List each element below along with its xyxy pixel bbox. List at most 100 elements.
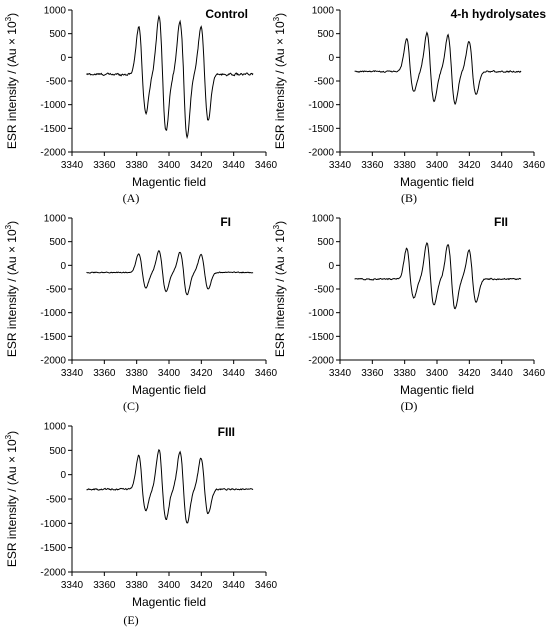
panel-title: FII bbox=[494, 215, 508, 229]
x-tick-label: 3420 bbox=[458, 368, 481, 379]
esr-spectrum-line bbox=[86, 448, 254, 524]
y-tick-label: 500 bbox=[49, 446, 66, 457]
y-tick-label: -2000 bbox=[40, 568, 66, 579]
y-tick-label: -500 bbox=[46, 77, 66, 88]
x-tick-label: 3360 bbox=[93, 160, 116, 171]
y-tick-label: -500 bbox=[314, 285, 334, 296]
y-tick-label: -2000 bbox=[308, 148, 334, 159]
y-tick-label: -1500 bbox=[40, 332, 66, 343]
y-tick-label: -1500 bbox=[308, 332, 334, 343]
x-tick-label: 3460 bbox=[523, 160, 546, 171]
y-axis-label-superscript: 3 bbox=[272, 224, 281, 229]
x-tick-label: 3380 bbox=[126, 580, 149, 591]
y-tick-label: -1500 bbox=[40, 543, 66, 554]
y-tick-label: -500 bbox=[46, 495, 66, 506]
y-axis-label-superscript: 3 bbox=[4, 16, 13, 21]
y-tick-label: -2000 bbox=[40, 356, 66, 367]
y-axis-label-main: ESR intensity / (Au × 10 bbox=[5, 229, 19, 357]
panel-caption: (E) bbox=[123, 613, 138, 627]
esr-spectrum-line bbox=[86, 249, 254, 296]
y-tick-label: -500 bbox=[314, 77, 334, 88]
panel-caption: (B) bbox=[401, 191, 417, 205]
x-tick-label: 3440 bbox=[223, 580, 246, 591]
y-tick-label: -1000 bbox=[40, 519, 66, 530]
x-axis-label: Magentic field bbox=[132, 175, 206, 189]
y-tick-label: -2000 bbox=[308, 356, 334, 367]
x-tick-label: 3440 bbox=[223, 368, 246, 379]
y-tick-label: 1000 bbox=[44, 6, 67, 17]
x-tick-label: 3400 bbox=[158, 580, 181, 591]
x-tick-label: 3360 bbox=[361, 368, 384, 379]
y-tick-label: -1000 bbox=[308, 308, 334, 319]
y-axis-label-close: ) bbox=[5, 431, 19, 435]
x-tick-label: 3440 bbox=[223, 160, 246, 171]
y-tick-label: 0 bbox=[328, 261, 334, 272]
panel-caption: (C) bbox=[123, 399, 139, 413]
x-tick-label: 3440 bbox=[491, 368, 514, 379]
y-tick-label: 0 bbox=[328, 53, 334, 64]
x-tick-label: 3420 bbox=[190, 368, 213, 379]
x-axis-label: Magentic field bbox=[400, 383, 474, 397]
x-tick-label: 3380 bbox=[394, 160, 417, 171]
y-axis-label-superscript: 3 bbox=[272, 16, 281, 21]
y-axis-label-main: ESR intensity / (Au × 10 bbox=[5, 21, 19, 149]
y-tick-label: 500 bbox=[317, 29, 334, 40]
y-axis-label-close: ) bbox=[5, 13, 19, 17]
y-tick-label: -1000 bbox=[40, 100, 66, 111]
y-axis-label-close: ) bbox=[5, 221, 19, 225]
x-tick-label: 3340 bbox=[61, 580, 84, 591]
y-tick-label: -2000 bbox=[40, 148, 66, 159]
x-tick-label: 3460 bbox=[255, 368, 278, 379]
x-tick-label: 3460 bbox=[255, 160, 278, 171]
x-tick-label: 3380 bbox=[126, 160, 149, 171]
y-tick-label: 500 bbox=[317, 237, 334, 248]
y-axis-label-superscript: 3 bbox=[4, 434, 13, 439]
y-tick-label: -1500 bbox=[40, 124, 66, 135]
x-tick-label: 3360 bbox=[361, 160, 384, 171]
panel-caption: (D) bbox=[401, 399, 418, 413]
y-axis-label-superscript: 3 bbox=[4, 224, 13, 229]
x-tick-label: 3460 bbox=[523, 368, 546, 379]
x-tick-label: 3360 bbox=[93, 368, 116, 379]
y-tick-label: -500 bbox=[46, 285, 66, 296]
x-tick-label: 3400 bbox=[426, 160, 449, 171]
x-axis-label: Magentic field bbox=[132, 383, 206, 397]
esr-spectrum-line bbox=[354, 242, 522, 310]
x-tick-label: 3400 bbox=[158, 368, 181, 379]
x-axis-label: Magentic field bbox=[400, 175, 474, 189]
y-tick-label: -1000 bbox=[40, 308, 66, 319]
esr-spectrum-line bbox=[86, 14, 254, 140]
x-tick-label: 3420 bbox=[190, 160, 213, 171]
x-tick-label: 3420 bbox=[190, 580, 213, 591]
panel-title: 4-h hydrolysates bbox=[451, 7, 547, 21]
y-axis-label: ESR intensity / (Au × 103) bbox=[4, 431, 19, 567]
panel-caption: (A) bbox=[123, 191, 140, 205]
panel-title: FIII bbox=[218, 425, 235, 439]
y-axis-label-close: ) bbox=[273, 221, 287, 225]
y-tick-label: -1000 bbox=[308, 100, 334, 111]
x-tick-label: 3400 bbox=[158, 160, 181, 171]
y-tick-label: 0 bbox=[60, 53, 66, 64]
esr-spectrum-line bbox=[354, 31, 522, 106]
panel-title: FI bbox=[220, 215, 231, 229]
x-tick-label: 3420 bbox=[458, 160, 481, 171]
y-axis-label-main: ESR intensity / (Au × 10 bbox=[5, 439, 19, 567]
x-tick-label: 3340 bbox=[329, 160, 352, 171]
x-axis-label: Magentic field bbox=[132, 595, 206, 609]
x-tick-label: 3380 bbox=[126, 368, 149, 379]
y-axis-label-main: ESR intensity / (Au × 10 bbox=[273, 21, 287, 149]
y-axis-label-main: ESR intensity / (Au × 10 bbox=[273, 229, 287, 357]
x-tick-label: 3400 bbox=[426, 368, 449, 379]
y-tick-label: 1000 bbox=[312, 214, 335, 225]
x-tick-label: 3460 bbox=[255, 580, 278, 591]
y-axis-label: ESR intensity / (Au × 103) bbox=[272, 13, 287, 149]
y-axis-label: ESR intensity / (Au × 103) bbox=[272, 221, 287, 357]
y-tick-label: 1000 bbox=[44, 422, 67, 433]
x-tick-label: 3340 bbox=[329, 368, 352, 379]
y-axis-label: ESR intensity / (Au × 103) bbox=[4, 221, 19, 357]
y-tick-label: 500 bbox=[49, 29, 66, 40]
